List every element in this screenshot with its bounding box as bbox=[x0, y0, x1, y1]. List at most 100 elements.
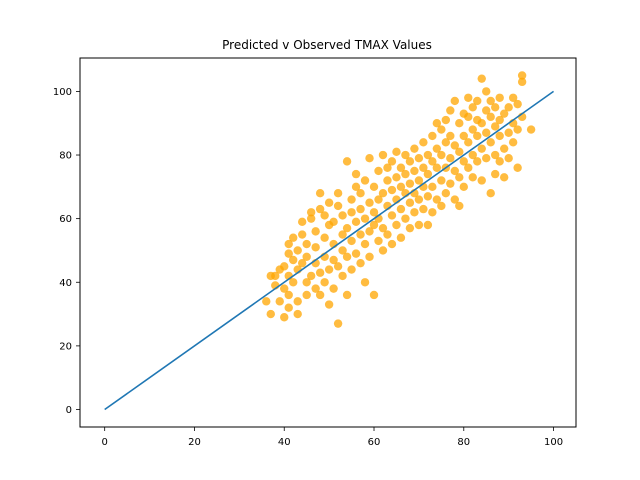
scatter-point bbox=[302, 252, 311, 262]
scatter-point bbox=[320, 211, 329, 220]
scatter-point bbox=[297, 258, 307, 268]
scatter-point bbox=[356, 188, 365, 198]
scatter-point bbox=[499, 144, 509, 153]
scatter-point bbox=[333, 262, 343, 271]
scatter-point bbox=[293, 246, 302, 255]
scatter-point bbox=[315, 188, 325, 198]
scatter-point bbox=[306, 214, 316, 223]
scatter-point bbox=[289, 233, 298, 242]
scatter-point bbox=[410, 166, 419, 176]
scatter-point bbox=[419, 138, 428, 147]
x-tick-label: 0 bbox=[102, 437, 108, 448]
scatter-point bbox=[459, 182, 468, 192]
scatter-point bbox=[351, 169, 361, 179]
scatter-point bbox=[378, 223, 388, 233]
scatter-point bbox=[473, 157, 482, 166]
y-tick-label: 40 bbox=[59, 278, 72, 289]
scatter-point bbox=[455, 201, 464, 211]
scatter-point bbox=[365, 198, 374, 207]
scatter-point bbox=[374, 195, 383, 204]
scatter-point bbox=[405, 198, 415, 207]
scatter-point bbox=[499, 173, 509, 182]
plot-frame bbox=[79, 57, 577, 428]
scatter-point bbox=[459, 157, 468, 166]
scatter-point bbox=[329, 284, 338, 293]
scatter-point bbox=[324, 198, 334, 207]
scatter-point bbox=[477, 144, 486, 153]
scatter-point bbox=[387, 239, 397, 249]
scatter-point bbox=[342, 290, 352, 300]
scatter-point bbox=[356, 230, 365, 239]
scatter-point bbox=[342, 223, 352, 233]
scatter-point bbox=[297, 217, 307, 227]
scatter-point bbox=[311, 227, 320, 236]
scatter-point bbox=[338, 230, 347, 239]
scatter-point bbox=[499, 109, 509, 118]
scatter-point bbox=[477, 176, 486, 185]
scatter-point bbox=[374, 236, 383, 246]
scatter-point bbox=[482, 87, 491, 96]
scatter-point bbox=[289, 255, 298, 265]
scatter-point bbox=[414, 154, 424, 163]
scatter-point bbox=[437, 201, 446, 211]
scatter-point bbox=[378, 150, 388, 160]
scatter-point bbox=[455, 119, 464, 128]
scatter-point bbox=[369, 182, 379, 192]
y-tick-label: 0 bbox=[66, 405, 72, 416]
scatter-point bbox=[428, 208, 437, 217]
scatter-point bbox=[360, 278, 370, 287]
scatter-point bbox=[306, 208, 316, 217]
scatter-point bbox=[365, 227, 374, 236]
scatter-point bbox=[410, 208, 419, 217]
scatter-point bbox=[302, 278, 311, 287]
scatter-point bbox=[324, 265, 334, 274]
scatter-point bbox=[360, 214, 370, 223]
scatter-point bbox=[306, 271, 316, 281]
scatter-point bbox=[464, 138, 473, 147]
scatter-point bbox=[405, 223, 415, 233]
scatter-point bbox=[387, 157, 397, 166]
scatter-point bbox=[423, 169, 433, 179]
scatter-point bbox=[468, 173, 477, 182]
scatter-point bbox=[468, 150, 477, 160]
scatter-point bbox=[315, 204, 325, 214]
scatter-point bbox=[473, 131, 482, 141]
x-axis: 0 20 40 60 80 100 bbox=[102, 427, 563, 448]
scatter-point bbox=[410, 144, 419, 153]
scatter-point bbox=[396, 163, 406, 172]
scatter-point bbox=[365, 154, 374, 163]
x-tick-label: 60 bbox=[368, 437, 381, 448]
scatter-point bbox=[392, 147, 401, 157]
scatter-point bbox=[351, 249, 361, 258]
scatter-point bbox=[266, 309, 275, 319]
scatter-point bbox=[446, 179, 455, 188]
scatter-point bbox=[495, 115, 504, 125]
scatter-point bbox=[401, 150, 410, 160]
scatter-point bbox=[275, 297, 284, 306]
scatter-point bbox=[387, 185, 397, 195]
scatter-point bbox=[302, 239, 311, 249]
scatter-point bbox=[450, 195, 460, 204]
scatter-points bbox=[262, 71, 536, 328]
scatter-point bbox=[423, 192, 433, 201]
scatter-point bbox=[517, 77, 527, 87]
y-tick-label: 80 bbox=[59, 151, 72, 162]
scatter-point bbox=[437, 125, 446, 134]
scatter-point bbox=[428, 182, 437, 192]
scatter-point bbox=[262, 297, 271, 306]
scatter-point bbox=[284, 239, 293, 249]
scatter-point bbox=[280, 313, 289, 322]
scatter-point bbox=[333, 188, 343, 198]
scatter-point bbox=[437, 150, 446, 160]
scatter-point bbox=[450, 166, 460, 176]
scatter-point bbox=[504, 128, 513, 137]
scatter-point bbox=[455, 173, 464, 182]
scatter-point bbox=[369, 220, 379, 230]
reference-line-layer bbox=[104, 90, 555, 411]
scatter-point bbox=[383, 163, 392, 172]
scatter-point bbox=[347, 236, 356, 246]
scatter-point bbox=[347, 195, 356, 204]
scatter-point bbox=[338, 211, 347, 220]
scatter-point bbox=[504, 154, 513, 163]
